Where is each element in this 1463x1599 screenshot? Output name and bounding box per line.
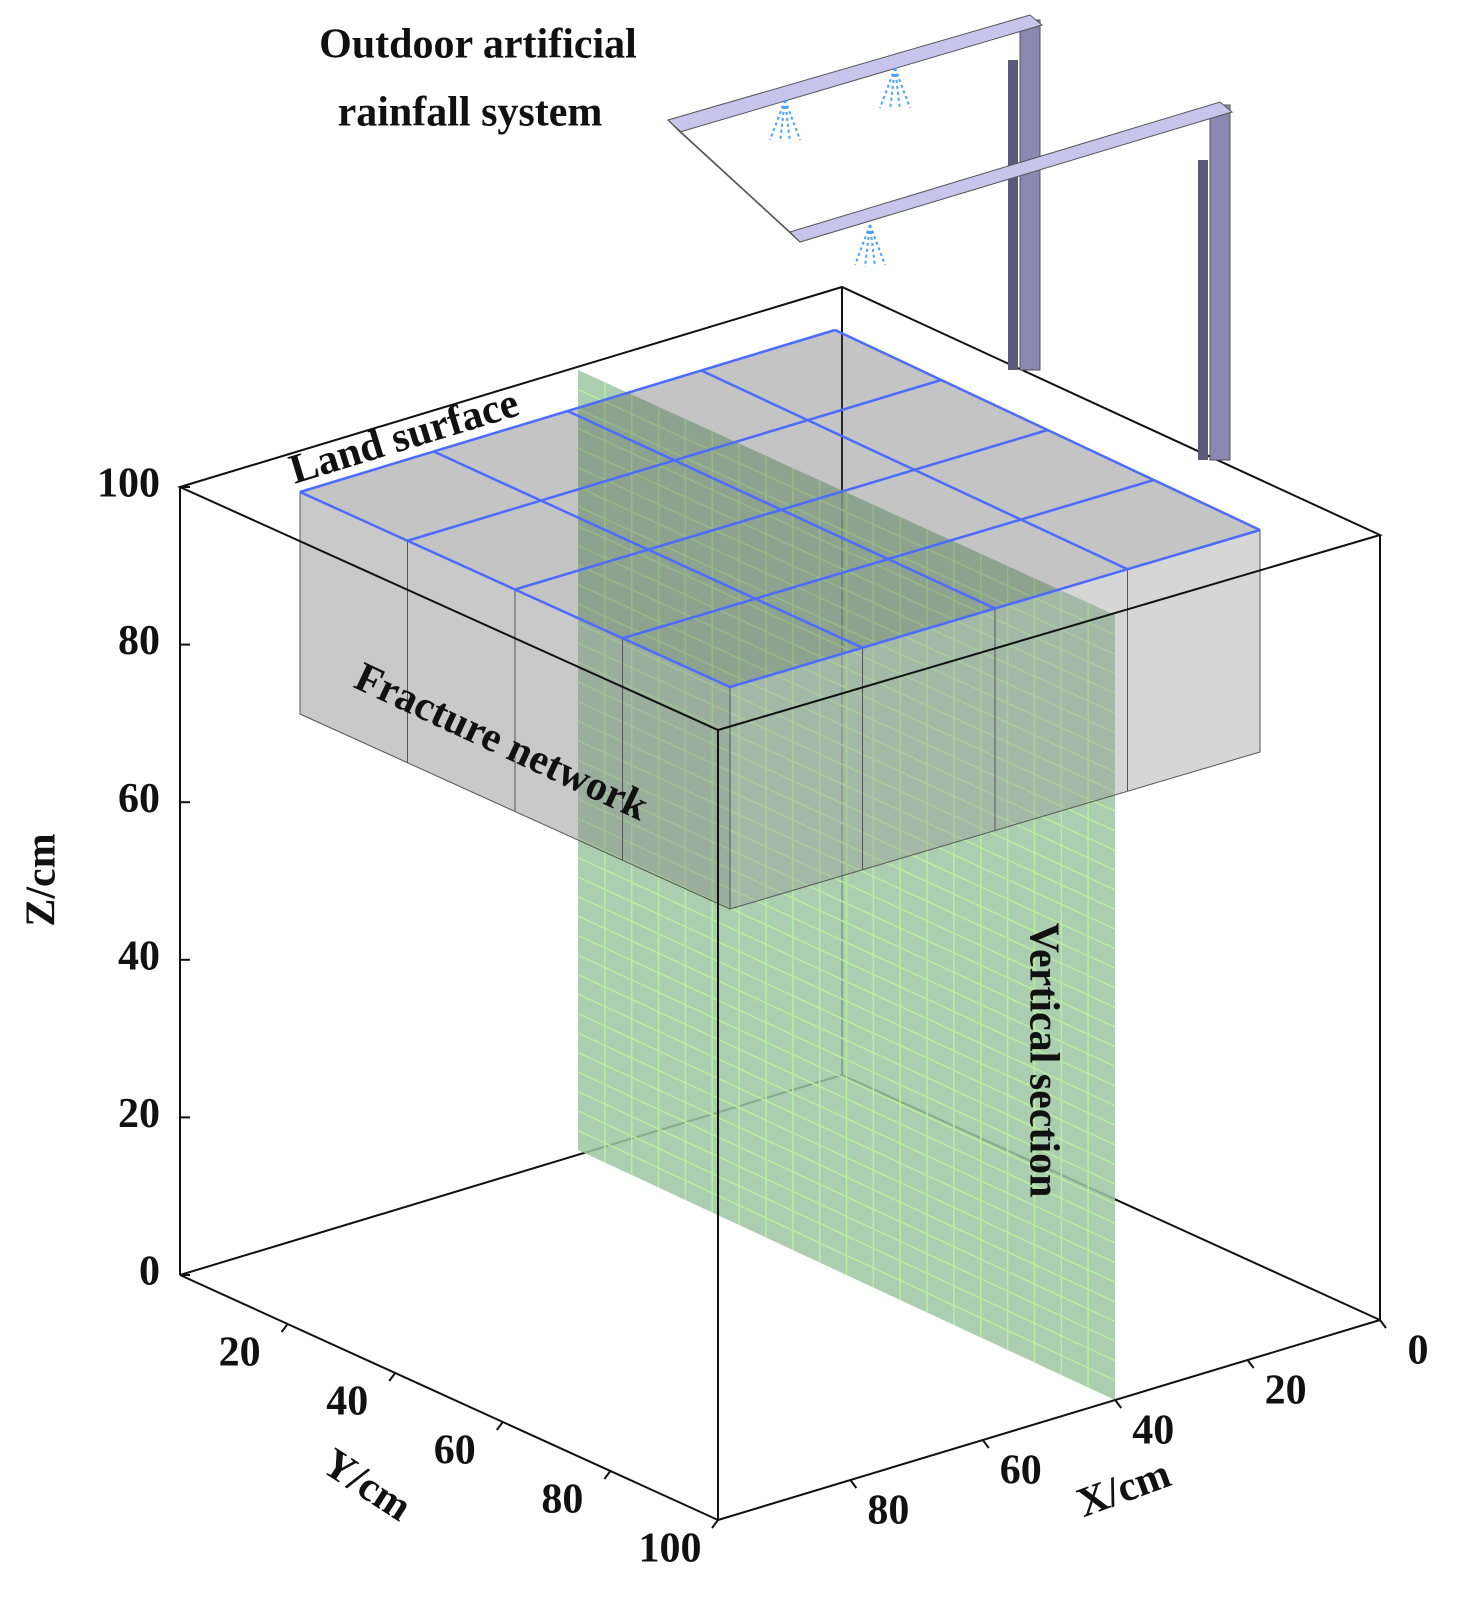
- rod: [789, 101, 1234, 243]
- y-tick: [280, 1323, 289, 1333]
- plane-grid-line: [577, 466, 1116, 714]
- plane-grid-line: [577, 642, 1116, 891]
- plane-grid-line: [577, 739, 1116, 989]
- land-surface-grid: [299, 328, 1261, 689]
- x-tick-label: 20: [1265, 1368, 1307, 1414]
- plane-grid-line: [577, 544, 1116, 793]
- x-tick-label: 60: [1000, 1448, 1042, 1494]
- spray: [769, 99, 801, 143]
- plane-grid-line: [577, 778, 1116, 1028]
- plane-grid-line: [577, 837, 1116, 1087]
- grid-line: [622, 478, 1155, 640]
- z-tick-label: 40: [118, 933, 160, 979]
- z-tick-label: 0: [139, 1249, 160, 1295]
- plane-grid-line: [577, 1110, 1116, 1362]
- x-tick: [1379, 1319, 1387, 1329]
- x-tick-label: 80: [867, 1488, 909, 1534]
- x-tick-label: 0: [1408, 1328, 1429, 1374]
- y-tick: [388, 1372, 397, 1382]
- x-tick: [981, 1439, 990, 1449]
- plane-grid-line: [577, 408, 1116, 655]
- plane-grid-line: [577, 1012, 1116, 1264]
- plane-grid-line: [577, 1129, 1116, 1382]
- plane-grid-line: [577, 661, 1116, 911]
- plane-grid-line: [577, 954, 1116, 1205]
- z-tick-label: 20: [118, 1091, 160, 1137]
- x-axis-title: X/cm: [1071, 1451, 1177, 1527]
- plane-grid-line: [577, 525, 1116, 773]
- rod: [667, 14, 1044, 133]
- y-tick-label: 40: [326, 1379, 368, 1425]
- box-front: [177, 285, 1383, 1521]
- post: [1209, 104, 1231, 461]
- plane-grid-line: [577, 817, 1116, 1068]
- y-tick-label: 100: [639, 1526, 702, 1572]
- plane-grid-line: [577, 759, 1116, 1009]
- plane-grid-line: [577, 856, 1116, 1107]
- title-line: rainfall system: [338, 90, 603, 136]
- plane-grid-line: [577, 915, 1116, 1166]
- grid-line: [834, 328, 1261, 532]
- box-edge: [717, 1319, 1381, 1521]
- x-tick: [1246, 1359, 1255, 1369]
- plane-grid-line: [577, 486, 1116, 734]
- z-tick-label: 80: [118, 618, 160, 664]
- plane-grid-line: [577, 1071, 1116, 1323]
- vertical-section-label: Vertical section: [1020, 923, 1066, 1198]
- plane-grid-line: [577, 1032, 1116, 1283]
- plane-grid-line: [577, 603, 1116, 852]
- plane-grid-line: [577, 1051, 1116, 1303]
- z-axis-title: Z/cm: [19, 833, 65, 926]
- post: [1008, 60, 1018, 370]
- post: [1019, 19, 1041, 371]
- grid-line: [700, 369, 1129, 571]
- title-line: Outdoor artificial: [319, 22, 637, 68]
- x-tick: [849, 1479, 858, 1489]
- plane-grid-line: [577, 934, 1116, 1185]
- x-tick: [1114, 1399, 1122, 1409]
- y-axis-title: Y/cm: [314, 1440, 419, 1531]
- plane-grid-line: [577, 798, 1116, 1048]
- x-tick-label: 40: [1132, 1408, 1174, 1454]
- plane-grid-line: [577, 681, 1116, 930]
- plane-grid-line: [577, 564, 1116, 812]
- y-tick-label: 80: [541, 1477, 583, 1523]
- plane-grid-line: [577, 622, 1116, 871]
- y-tick: [495, 1421, 504, 1431]
- y-tick-label: 60: [434, 1428, 476, 1474]
- plane-grid-line: [577, 720, 1116, 969]
- plane-grid-line: [577, 1090, 1116, 1342]
- plane-grid-line: [577, 993, 1116, 1244]
- plane-grid-line: [577, 388, 1116, 636]
- spray: [854, 224, 886, 268]
- plane-grid-line: [577, 427, 1116, 675]
- y-tick-label: 20: [219, 1330, 261, 1376]
- grid-line: [514, 428, 1048, 591]
- grid-line: [729, 528, 1261, 689]
- y-tick: [711, 1519, 719, 1529]
- plane-grid-line: [577, 876, 1116, 1126]
- plane-grid-line: [577, 700, 1116, 950]
- box-edge: [179, 1274, 719, 1521]
- rainfall-system: [667, 14, 1234, 461]
- y-tick: [603, 1470, 612, 1480]
- plane-grid-line: [577, 895, 1116, 1146]
- vertical-section-plane: [577, 370, 1116, 1400]
- spray: [879, 67, 911, 111]
- plane-grid-line: [577, 505, 1116, 754]
- z-tick-label: 60: [118, 776, 160, 822]
- z-tick-label: 100: [97, 461, 160, 507]
- plane-grid-line: [577, 973, 1116, 1225]
- post: [1198, 160, 1208, 460]
